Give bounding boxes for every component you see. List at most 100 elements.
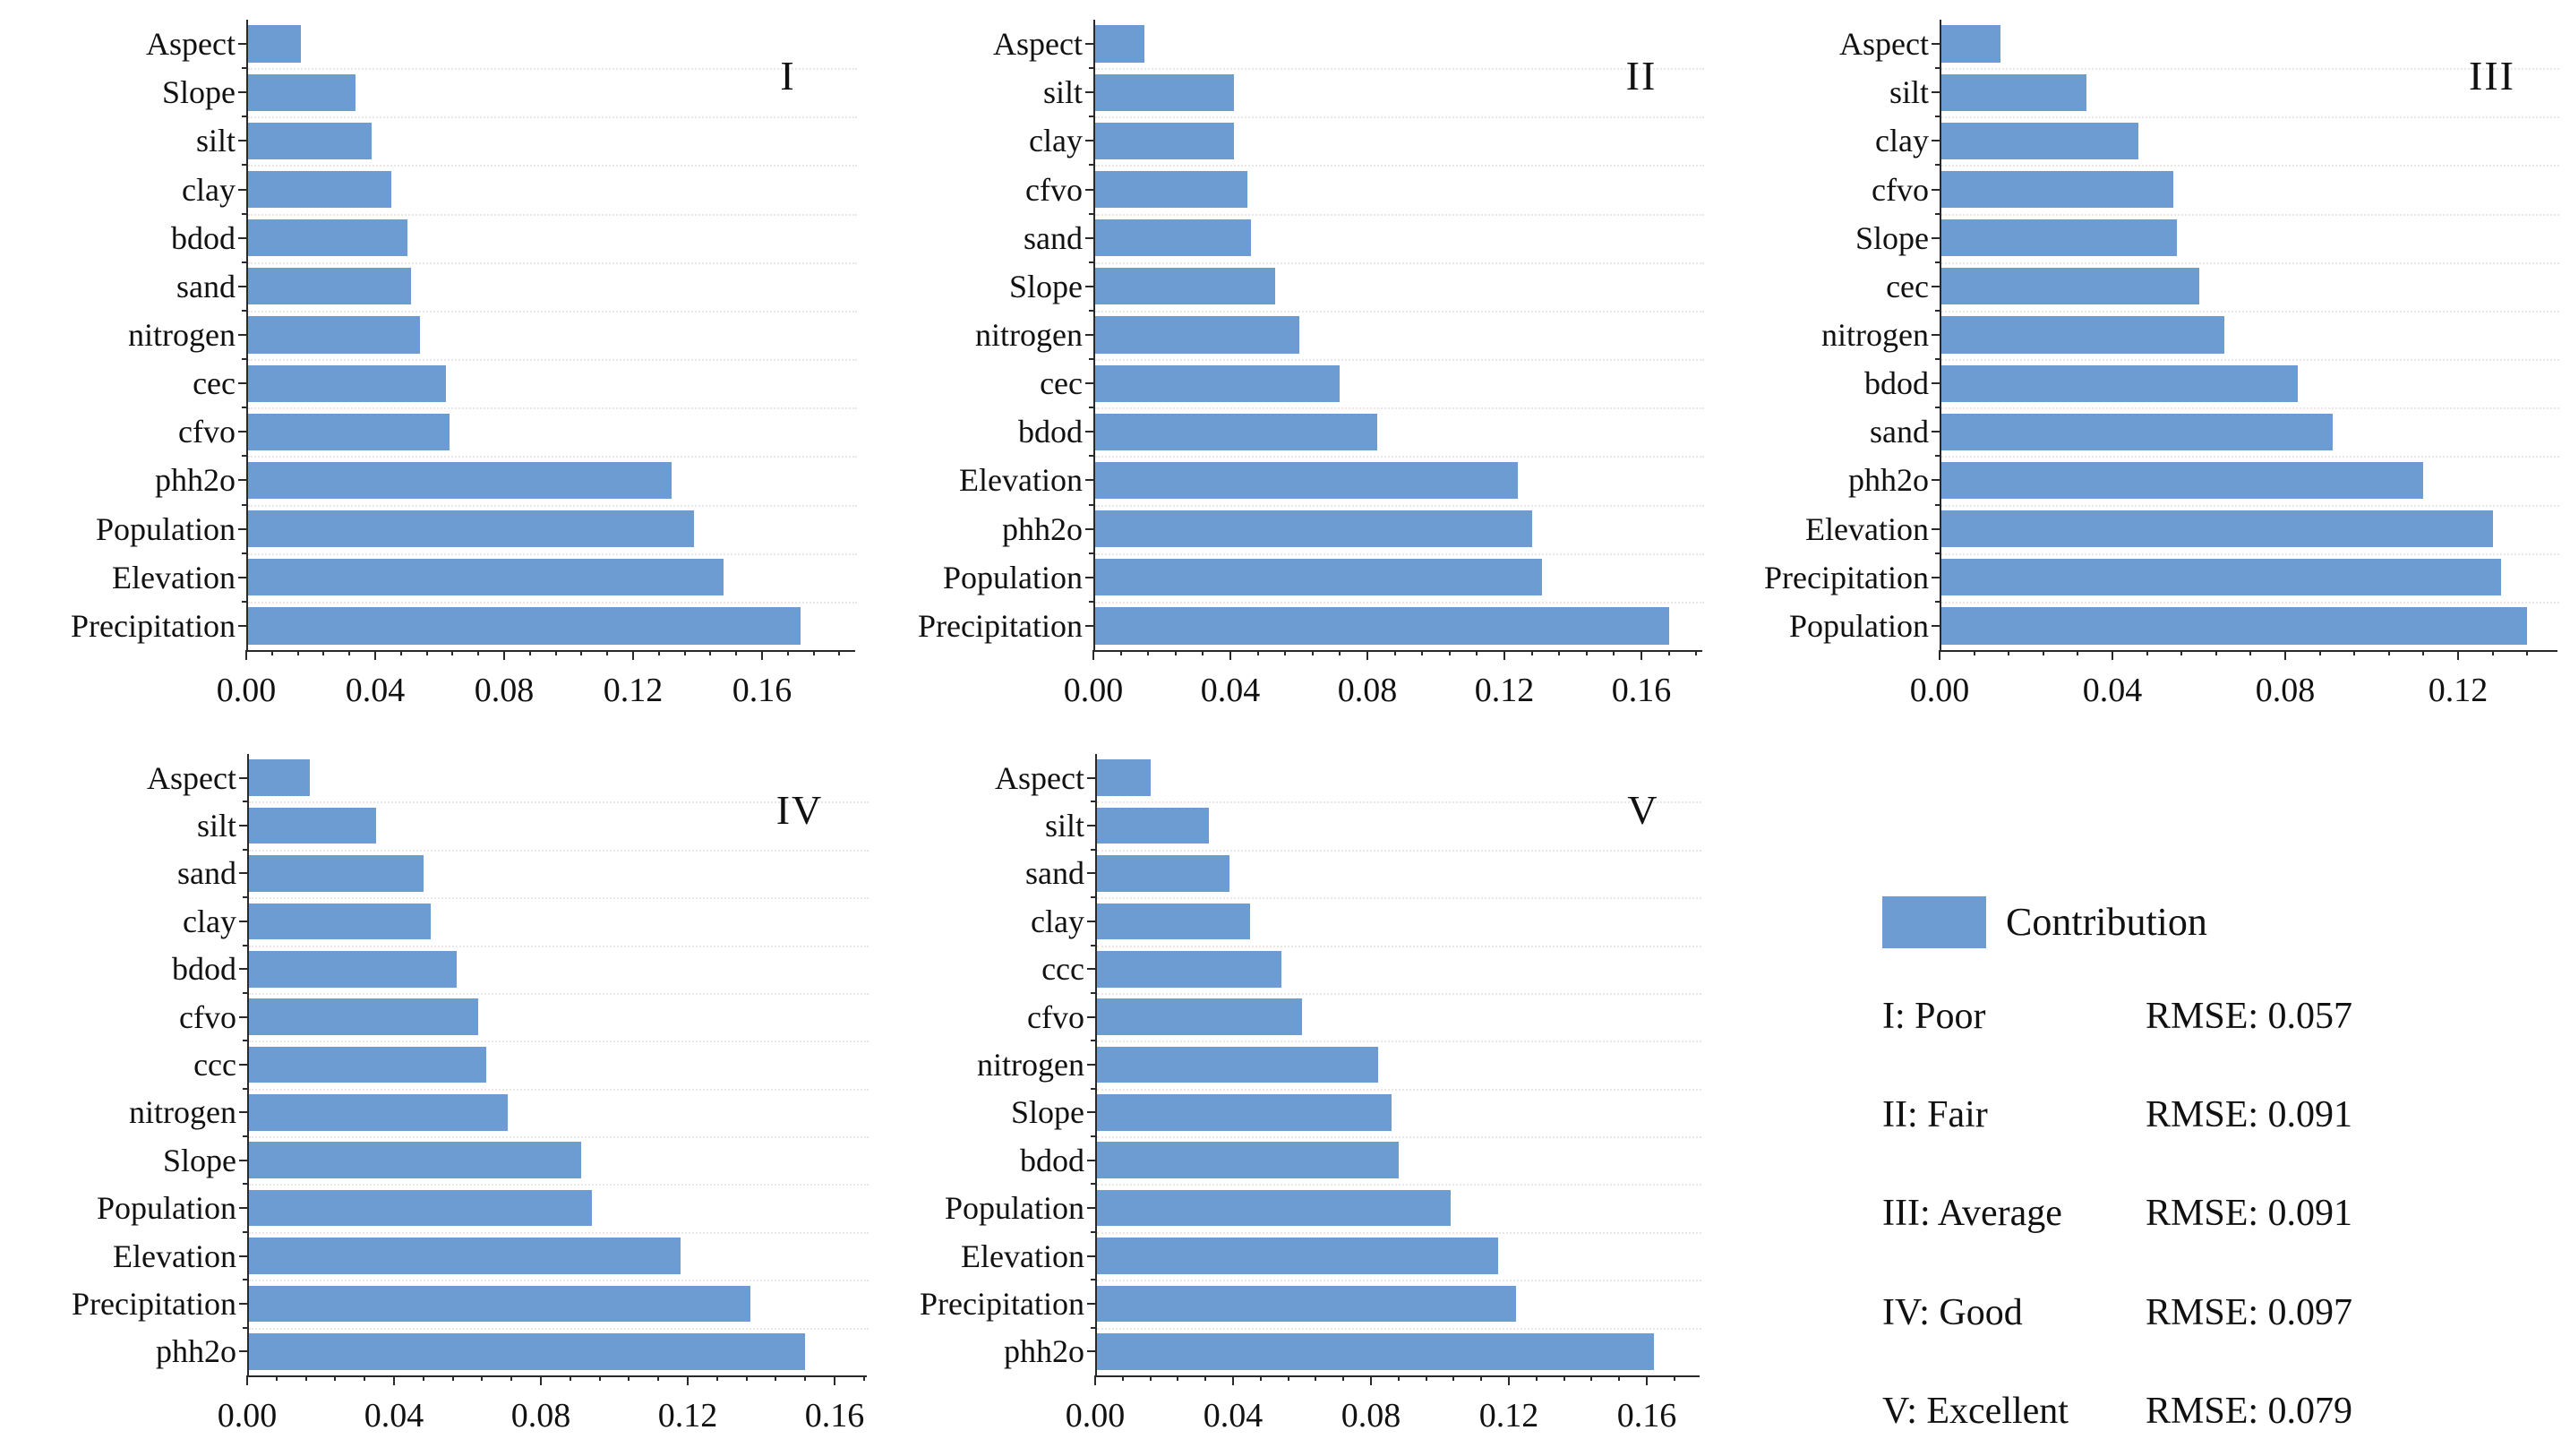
bar-cec: [246, 364, 446, 402]
gridline: [248, 552, 857, 555]
y-tick-minor: [1935, 407, 1940, 409]
x-tick-minor: [2146, 650, 2148, 655]
gridline: [248, 165, 857, 167]
gridline: [1941, 552, 2559, 555]
y-label-Population: Population: [1788, 607, 1929, 644]
x-tick-label: 0.04: [1203, 1397, 1264, 1435]
x-tick-minor: [296, 650, 299, 655]
gridline: [1941, 165, 2559, 167]
y-tick-major: [1932, 527, 1940, 530]
y-tick-minor: [242, 67, 246, 70]
bar-Population: [247, 1189, 592, 1227]
bar-ccc: [1095, 950, 1281, 988]
y-tick-major: [239, 1064, 247, 1066]
y-tick-minor: [1091, 801, 1095, 803]
y-label-sand: sand: [1025, 855, 1084, 892]
bar-Elevation: [1095, 1238, 1498, 1274]
x-tick-major: [245, 650, 247, 660]
gridline: [248, 261, 857, 264]
gridline: [248, 601, 857, 604]
y-tick-minor: [243, 1279, 247, 1281]
y-tick-minor: [242, 455, 246, 458]
y-tick-minor: [1089, 212, 1093, 215]
bar-nitrogen: [1093, 316, 1299, 354]
bar-Elevation: [247, 1238, 681, 1274]
y-label-Elevation: Elevation: [1805, 510, 1929, 547]
panel-numeral-II: II: [1625, 53, 1658, 98]
y-tick-minor: [1935, 600, 1940, 603]
y-tick-major: [1087, 872, 1095, 875]
y-tick-minor: [243, 896, 247, 899]
y-label-cfvo: cfvo: [1025, 171, 1083, 208]
x-tick-minor: [1973, 650, 1975, 655]
y-tick-minor: [1089, 261, 1093, 263]
x-tick-minor: [1259, 1375, 1262, 1381]
gridline: [249, 1327, 869, 1330]
x-tick-label: 0.08: [510, 1397, 571, 1435]
rmse-value: RMSE: 0.091: [2146, 1094, 2353, 1136]
x-tick-minor: [1149, 1375, 1152, 1381]
y-tick-major: [1087, 1015, 1095, 1018]
x-tick-minor: [1311, 650, 1314, 655]
y-tick-minor: [1089, 455, 1093, 458]
y-tick-major: [239, 872, 247, 875]
x-tick-minor: [606, 650, 609, 655]
bar-nitrogen: [247, 1094, 508, 1131]
gridline: [1097, 1327, 1701, 1330]
y-label-cfvo: cfvo: [178, 414, 236, 450]
x-tick-minor: [786, 650, 789, 655]
x-tick-minor: [1476, 650, 1478, 655]
x-tick-minor: [715, 1375, 718, 1381]
x-tick-minor: [1563, 1375, 1565, 1381]
x-tick-minor: [1339, 650, 1341, 655]
x-tick-minor: [1174, 650, 1177, 655]
y-tick-major: [1087, 1064, 1095, 1066]
x-tick-minor: [1425, 1375, 1427, 1381]
y-tick-major: [1932, 334, 1940, 336]
y-tick-minor: [243, 1230, 247, 1233]
x-tick-minor: [322, 650, 325, 655]
y-label-clay: clay: [182, 171, 236, 208]
gridline: [1941, 310, 2559, 313]
y-tick-minor: [242, 407, 246, 409]
y-tick-minor: [1935, 503, 1940, 506]
y-tick-minor: [1091, 991, 1095, 994]
x-tick-major: [2112, 650, 2113, 660]
y-label-Elevation: Elevation: [113, 1238, 236, 1274]
y-tick-minor: [1089, 407, 1093, 409]
x-tick-minor: [399, 650, 402, 655]
x-tick-major: [1092, 650, 1094, 660]
bar-Precipitation: [1940, 559, 2501, 596]
x-tick-minor: [1585, 650, 1588, 655]
x-tick-minor: [554, 650, 557, 655]
gridline: [248, 213, 857, 216]
panel-numeral-III: III: [2469, 53, 2515, 98]
y-label-cfvo: cfvo: [1872, 171, 1929, 208]
y-tick-minor: [1935, 552, 1940, 554]
y-axis-spine: [1093, 20, 1095, 652]
y-tick-major: [238, 624, 246, 627]
y-tick-minor: [1935, 67, 1940, 70]
x-tick-minor: [2318, 650, 2321, 655]
y-tick-major: [238, 576, 246, 578]
gridline: [249, 801, 869, 804]
bar-Precipitation: [246, 607, 801, 645]
x-tick-minor: [422, 1375, 424, 1381]
x-tick-label: 0.16: [1616, 1397, 1677, 1435]
x-tick-minor: [425, 650, 428, 655]
y-label-silt: silt: [1044, 808, 1084, 844]
x-tick-label: 0.08: [1337, 672, 1398, 709]
x-tick-minor: [2042, 650, 2044, 655]
bar-Slope: [1940, 219, 2177, 257]
bar-silt: [1093, 73, 1234, 111]
y-tick-minor: [1091, 1279, 1095, 1281]
x-axis-spine: [1093, 650, 1702, 652]
bar-Population: [246, 510, 694, 548]
y-label-silt: silt: [196, 808, 236, 844]
x-tick-minor: [1558, 650, 1561, 655]
y-label-phh2o: phh2o: [1002, 510, 1083, 547]
y-label-clay: clay: [183, 903, 236, 939]
y-tick-major: [1085, 527, 1093, 530]
